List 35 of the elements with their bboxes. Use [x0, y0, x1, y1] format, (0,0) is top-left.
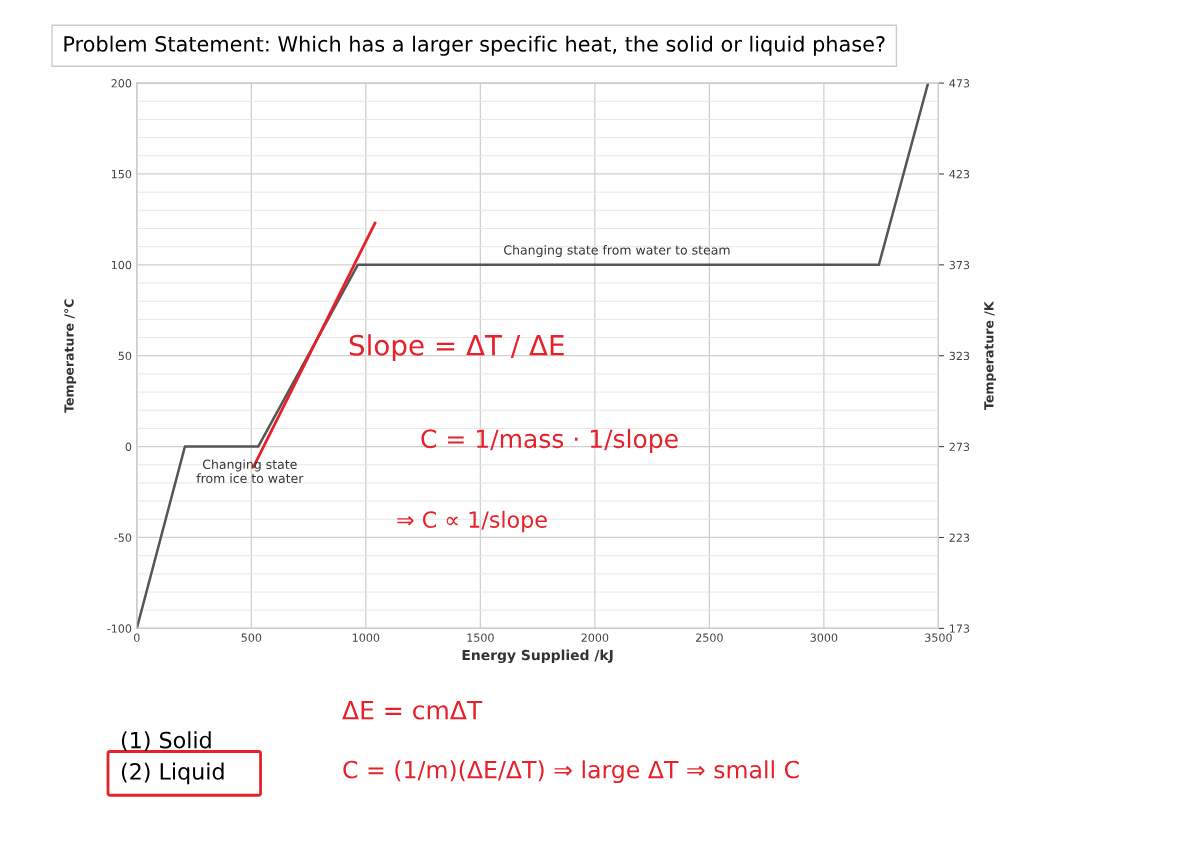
y-tick-label: 0	[125, 442, 132, 451]
y-tick-label: 200	[111, 79, 132, 88]
text: (1) Solid	[121, 731, 211, 752]
y-axis-title: Temperature /°C	[64, 299, 77, 413]
x-tick-label: 500	[241, 633, 262, 642]
x-tick-label: 3000	[810, 633, 838, 642]
x-tick-label: 0	[134, 633, 140, 642]
x-tick-label: 2000	[581, 633, 609, 642]
y-tick-label: -50	[114, 533, 132, 542]
x-tick-label: 2500	[696, 633, 723, 642]
x-tick-label: 1000	[352, 633, 380, 642]
y2-tick-label: 173	[950, 624, 970, 633]
text: (2) Liquid	[121, 762, 224, 785]
y-tick-label: -100	[107, 624, 132, 633]
text: C = (1/m)(ΔE/ΔT) ⇒ large ΔT ⇒ small C	[343, 760, 799, 784]
y2-tick-label: 423	[949, 169, 970, 179]
annotation: Slope = ΔT / ΔE	[349, 334, 564, 362]
annotation: C = 1/mass · 1/slope	[421, 428, 678, 454]
y2-tick-label: 323	[949, 351, 970, 361]
x-tick-label: 3500	[925, 633, 952, 642]
annotation: Changing state from ice to water	[196, 459, 304, 484]
y2-tick-label: 473	[949, 79, 970, 88]
y2-tick-label: 273	[949, 442, 970, 451]
x-tick-label: 1500	[467, 633, 494, 642]
y-tick-label: 50	[118, 351, 132, 361]
x-axis-title: Energy Supplied /kJ	[462, 649, 613, 664]
text: ΔE = cmΔT	[342, 700, 483, 720]
annotation: ⇒ C ∝ 1/slope	[397, 510, 547, 533]
y-tick-label: 100	[111, 260, 132, 270]
y2-tick-label: 373	[949, 260, 970, 270]
chart-title: Problem Statement: Which has a larger specific heat, the solid or liquid phase?	[64, 35, 885, 56]
annotation: Changing state from water to steam	[504, 245, 730, 258]
y2-tick-label: 223	[949, 533, 970, 542]
y-tick-label: 150	[111, 169, 132, 179]
y2-axis-title: Temperature /K	[984, 301, 997, 410]
